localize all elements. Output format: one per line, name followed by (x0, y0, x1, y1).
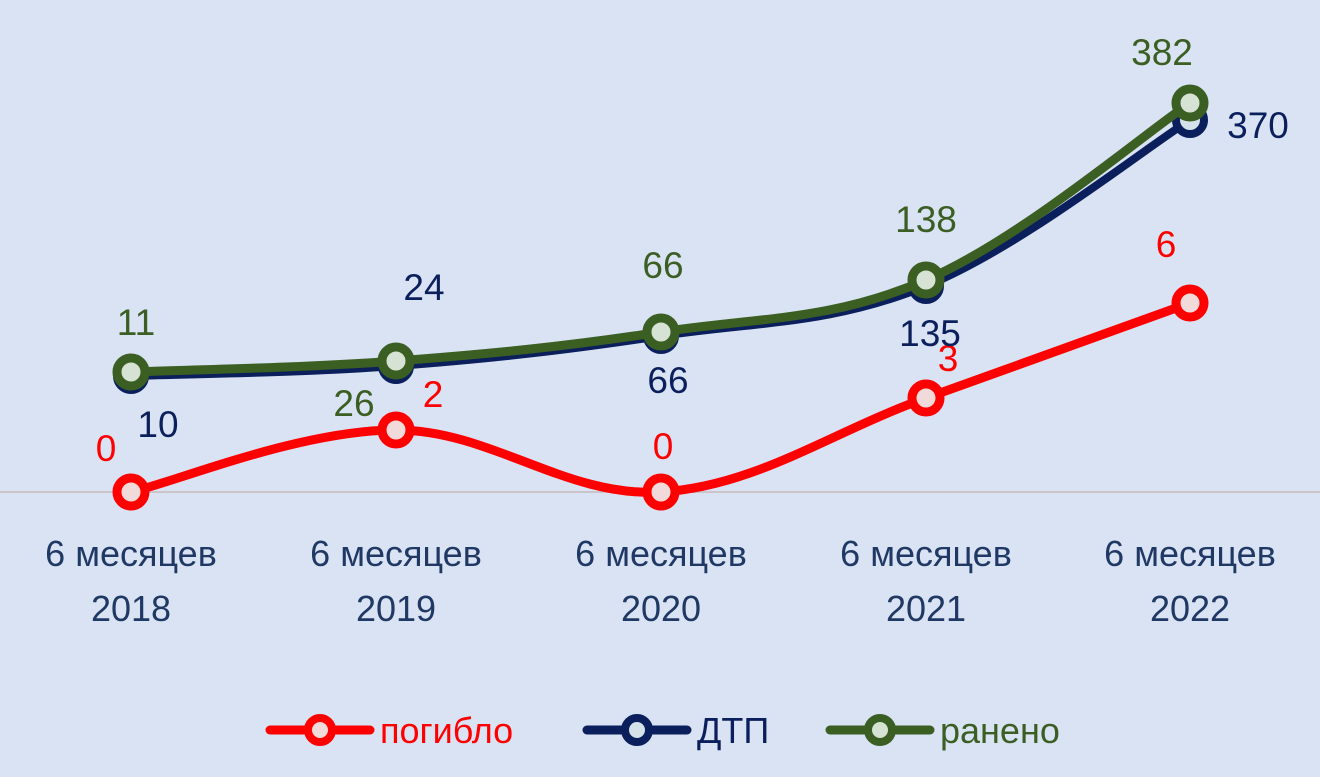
legend-item: ранено (825, 710, 1060, 751)
x-tick-label: 2019 (356, 588, 436, 629)
data-point-marker (1171, 84, 1209, 122)
x-tick-label: 6 месяцев (1104, 533, 1276, 574)
data-point-marker (907, 379, 945, 417)
data-label: 0 (96, 428, 117, 469)
series-1 (112, 284, 1209, 511)
legend-label: погибло (380, 710, 513, 751)
data-point-marker (642, 473, 680, 511)
data-label: 135 (899, 313, 961, 354)
data-label: 26 (333, 383, 374, 424)
data-label: 66 (642, 245, 683, 286)
data-label: 382 (1131, 32, 1193, 73)
x-tick-label: 6 месяцев (575, 533, 747, 574)
x-tick-label: 2022 (1150, 588, 1230, 629)
data-point-marker (642, 313, 680, 351)
series-layer (112, 84, 1209, 511)
legend-label: ранено (940, 710, 1060, 751)
data-point-marker (377, 411, 415, 449)
legend: погибло ДТП ранено (265, 710, 1060, 751)
x-tick-label: 2021 (886, 588, 966, 629)
legend-item: погибло (265, 710, 513, 751)
data-label: 24 (403, 267, 444, 308)
data-point-marker (377, 342, 415, 380)
data-label: 11 (117, 302, 155, 343)
legend-swatch-marker (304, 714, 336, 746)
data-point-marker (112, 353, 150, 391)
data-label: 370 (1227, 105, 1289, 146)
x-axis-tick-labels: 6 месяцев 2018 6 месяцев 2019 6 месяцев 2020 6… (45, 533, 1276, 629)
data-point-marker (112, 473, 150, 511)
legend-item: ДТП (582, 710, 769, 751)
series-3 (112, 84, 1209, 391)
x-tick-label: 2018 (91, 588, 171, 629)
data-label: 6 (1156, 224, 1177, 265)
data-label: 10 (137, 404, 178, 445)
x-tick-label: 2020 (621, 588, 701, 629)
x-tick-label: 6 месяцев (310, 533, 482, 574)
x-tick-label: 6 месяцев (45, 533, 217, 574)
data-point-marker (1171, 284, 1209, 322)
x-tick-label: 6 месяцев (840, 533, 1012, 574)
legend-label: ДТП (697, 710, 769, 751)
data-labels: 0 2 0 3 6 10 24 66 135 370 11 26 66 138 382 (96, 32, 1289, 469)
legend-swatch-marker (621, 714, 653, 746)
data-point-marker (907, 261, 945, 299)
legend-swatch-marker (864, 714, 896, 746)
data-label: 3 (938, 338, 959, 379)
data-label: 0 (653, 426, 674, 467)
data-label: 138 (895, 199, 957, 240)
data-label: 2 (423, 374, 444, 415)
data-label: 66 (647, 360, 688, 401)
